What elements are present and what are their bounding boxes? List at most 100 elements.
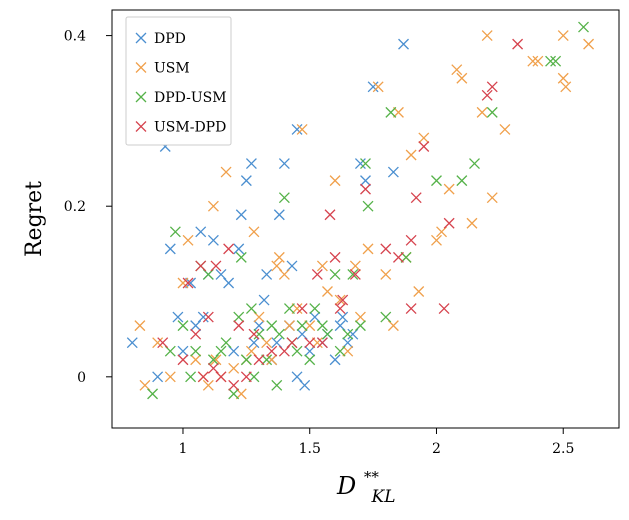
data-point bbox=[316, 337, 328, 349]
data-point bbox=[291, 123, 303, 135]
data-point bbox=[342, 337, 354, 349]
data-point bbox=[278, 158, 290, 170]
data-point bbox=[197, 371, 209, 383]
data-point bbox=[557, 30, 569, 42]
data-point bbox=[253, 328, 265, 340]
data-point bbox=[190, 328, 202, 340]
axes: 1 1.5 2 2.5 0 0.2 0.4 bbox=[64, 29, 575, 457]
data-point bbox=[202, 379, 214, 391]
data-point bbox=[296, 320, 308, 332]
data-point bbox=[456, 175, 468, 187]
data-point bbox=[164, 243, 176, 255]
data-point bbox=[210, 354, 222, 366]
data-point bbox=[253, 354, 265, 366]
data-point bbox=[266, 320, 278, 332]
data-point bbox=[182, 234, 194, 246]
data-point bbox=[233, 311, 245, 323]
data-point bbox=[177, 320, 189, 332]
x-tick-label: 2.5 bbox=[552, 441, 574, 457]
data-point bbox=[240, 175, 252, 187]
data-point bbox=[228, 379, 240, 391]
data-point bbox=[164, 371, 176, 383]
data-point bbox=[311, 337, 323, 349]
data-point bbox=[169, 226, 181, 238]
data-point bbox=[190, 345, 202, 357]
data-point bbox=[283, 320, 295, 332]
data-point bbox=[286, 337, 298, 349]
data-point bbox=[431, 234, 442, 246]
data-point bbox=[228, 362, 240, 374]
data-point bbox=[322, 286, 333, 297]
data-point bbox=[190, 354, 202, 366]
legend-label: USM bbox=[154, 61, 190, 77]
data-point bbox=[245, 303, 257, 315]
data-point bbox=[354, 320, 366, 332]
data-point bbox=[283, 303, 295, 315]
data-point bbox=[347, 328, 359, 340]
data-point bbox=[248, 328, 260, 340]
data-point bbox=[578, 21, 589, 33]
data-point bbox=[360, 158, 371, 170]
data-point bbox=[278, 268, 290, 280]
data-point bbox=[296, 123, 308, 135]
series-usm-points bbox=[134, 30, 595, 400]
data-point bbox=[235, 209, 247, 221]
data-point bbox=[157, 337, 169, 349]
data-point bbox=[207, 354, 219, 366]
data-point bbox=[387, 320, 399, 332]
data-point bbox=[177, 354, 189, 366]
data-point bbox=[248, 371, 260, 383]
data-point bbox=[392, 106, 404, 118]
data-point bbox=[220, 337, 232, 349]
data-point bbox=[215, 345, 227, 357]
data-point bbox=[360, 175, 371, 187]
data-point bbox=[223, 277, 235, 289]
data-point bbox=[233, 320, 245, 332]
data-point bbox=[182, 277, 194, 289]
plot-area-frame bbox=[111, 9, 620, 429]
data-point bbox=[380, 268, 392, 280]
data-point bbox=[190, 320, 202, 332]
data-point bbox=[197, 311, 209, 323]
data-point bbox=[418, 132, 430, 144]
data-point bbox=[400, 251, 412, 263]
data-point bbox=[296, 328, 308, 340]
y-tick-label: 0.4 bbox=[64, 29, 86, 45]
data-points bbox=[126, 21, 595, 400]
data-point bbox=[486, 106, 498, 118]
legend-box bbox=[125, 16, 232, 146]
data-point bbox=[466, 217, 478, 229]
data-point bbox=[481, 30, 493, 42]
data-point bbox=[347, 268, 359, 280]
data-point bbox=[405, 149, 417, 161]
series-usm-dpd-points bbox=[157, 38, 524, 391]
data-point bbox=[329, 354, 341, 366]
data-point bbox=[273, 328, 285, 340]
legend-label: DPD bbox=[154, 31, 186, 47]
data-point bbox=[322, 328, 333, 340]
data-point bbox=[413, 286, 425, 297]
data-point bbox=[248, 337, 260, 349]
data-point bbox=[291, 345, 303, 357]
data-point bbox=[337, 311, 349, 323]
data-point bbox=[405, 303, 417, 315]
legend: DPD USM DPD-USM USM-DPD bbox=[125, 16, 232, 146]
data-point bbox=[147, 388, 159, 400]
data-point bbox=[486, 192, 498, 204]
x-axis-title-main: D bbox=[336, 472, 356, 500]
data-point bbox=[309, 303, 321, 315]
data-point bbox=[261, 337, 273, 349]
data-point bbox=[248, 226, 260, 238]
data-point bbox=[245, 345, 257, 357]
data-point bbox=[235, 388, 247, 400]
data-point bbox=[360, 183, 371, 195]
data-point bbox=[126, 337, 138, 349]
data-point bbox=[431, 175, 442, 187]
data-point bbox=[560, 81, 572, 93]
data-point bbox=[392, 251, 404, 263]
data-point bbox=[342, 328, 354, 340]
data-point bbox=[152, 371, 164, 383]
data-point bbox=[557, 72, 569, 84]
data-point bbox=[291, 303, 303, 315]
